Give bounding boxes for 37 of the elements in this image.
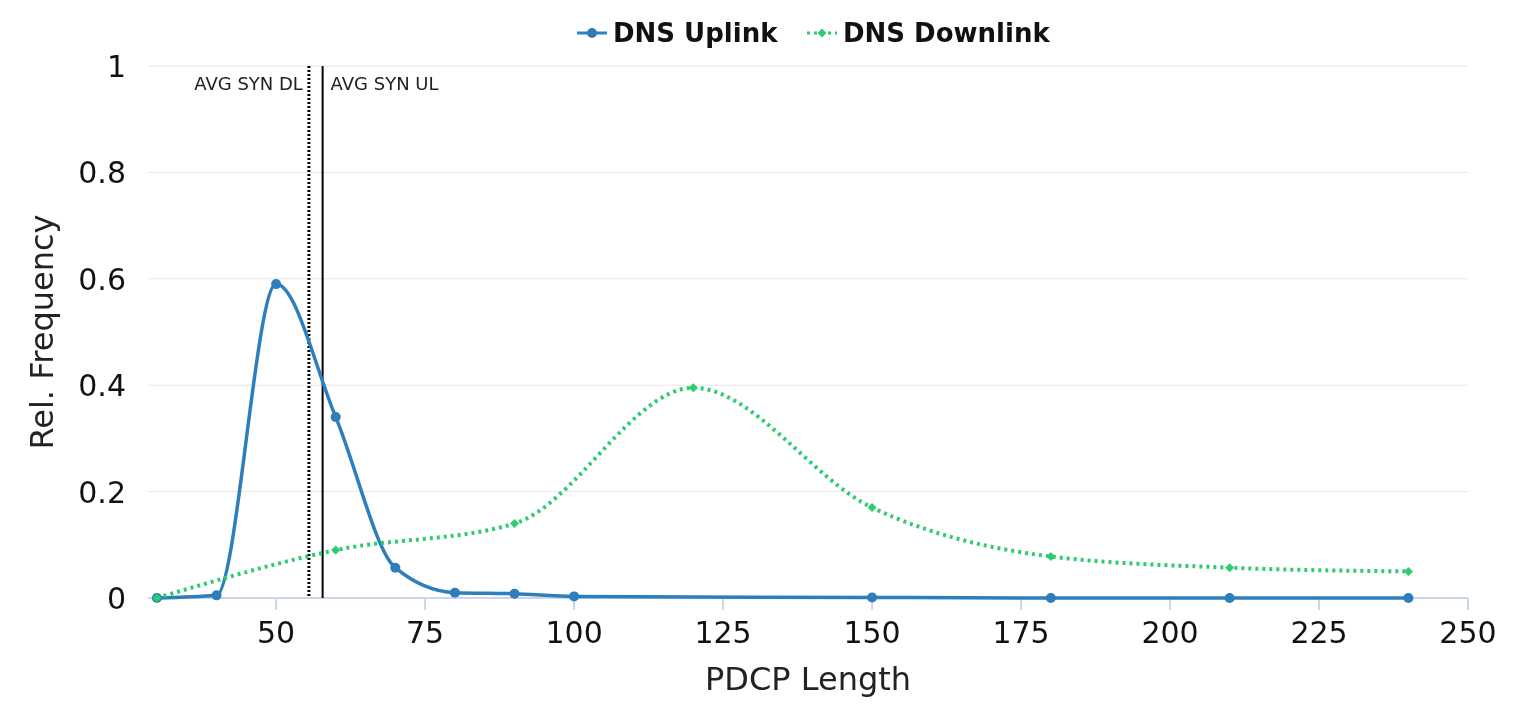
x-tick-label: 125 (694, 615, 752, 650)
y-tick-label: 0.8 (78, 155, 126, 191)
y-tick-label: 0.2 (78, 474, 126, 510)
ref-line-label: AVG SYN DL (194, 73, 303, 94)
x-tick-label: 150 (843, 615, 901, 650)
legend-label: DNS Uplink (613, 18, 779, 48)
x-tick-label: 200 (1141, 615, 1199, 650)
point (1224, 593, 1235, 603)
y-tick-label: 0 (106, 581, 126, 616)
y-tick-label: 0.6 (78, 261, 126, 297)
x-axis-title: PDCP Length (704, 660, 912, 698)
y-tick-label: 1 (106, 49, 126, 84)
point (211, 590, 222, 601)
point (688, 383, 698, 393)
point (449, 587, 460, 598)
point (1403, 593, 1414, 603)
x-tick-label: 100 (545, 615, 603, 650)
y-tick-label: 0.4 (78, 368, 126, 404)
point (569, 591, 580, 602)
y-axis-title: Rel. Frequency (23, 214, 61, 450)
x-tick-label: 225 (1290, 615, 1348, 650)
x-tick-label: 75 (406, 615, 445, 650)
point (509, 588, 520, 599)
x-tick-label: 50 (257, 615, 296, 650)
point (1225, 563, 1235, 573)
legend-label: DNS Downlink (843, 18, 1051, 48)
point (1045, 593, 1056, 603)
point (331, 545, 341, 555)
point (867, 592, 878, 603)
point (867, 503, 877, 513)
point (271, 279, 282, 290)
x-tick-label: 250 (1439, 615, 1497, 650)
point (330, 412, 341, 423)
point (510, 519, 519, 529)
ref-line-label: AVG SYN UL (330, 73, 439, 94)
x-tick-label: 175 (992, 615, 1050, 650)
point (390, 562, 401, 573)
